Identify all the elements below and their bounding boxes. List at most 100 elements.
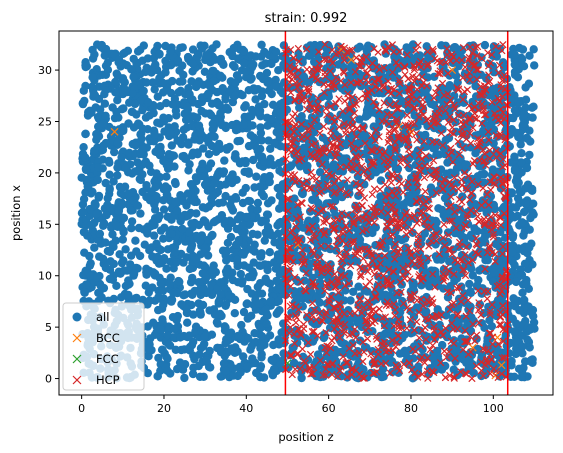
all-point xyxy=(510,213,519,222)
all-point xyxy=(525,325,535,334)
hcp-point xyxy=(344,211,352,219)
hcp-point xyxy=(391,138,399,146)
hcp-point xyxy=(422,152,430,160)
all-point xyxy=(131,141,140,150)
all-point xyxy=(273,307,283,317)
hcp-point xyxy=(417,342,425,350)
hcp-point xyxy=(499,282,508,291)
hcp-point xyxy=(459,95,467,104)
hcp-point xyxy=(342,130,350,138)
hcp-point xyxy=(327,102,335,110)
hcp-point xyxy=(437,129,445,137)
hcp-point xyxy=(340,69,348,77)
all-point xyxy=(239,352,248,361)
hcp-point xyxy=(494,373,502,382)
hcp-point xyxy=(300,260,308,268)
all-point xyxy=(237,227,247,237)
hcp-point xyxy=(357,270,365,279)
all-point xyxy=(508,203,517,212)
hcp-point xyxy=(359,123,367,131)
hcp-point xyxy=(450,101,458,109)
all-point xyxy=(412,303,422,312)
hcp-point xyxy=(290,339,299,348)
hcp-point xyxy=(340,120,348,128)
all-point xyxy=(168,313,178,322)
hcp-point xyxy=(375,85,384,93)
all-point xyxy=(355,115,364,124)
hcp-point xyxy=(482,161,490,169)
all-point xyxy=(153,92,162,101)
hcp-point xyxy=(448,217,456,225)
all-point xyxy=(251,142,260,151)
all-point xyxy=(175,66,184,75)
hcp-point xyxy=(429,341,437,350)
hcp-point xyxy=(464,259,472,267)
hcp-point xyxy=(417,63,425,71)
hcp-point xyxy=(440,220,448,229)
all-point xyxy=(230,309,239,318)
all-point xyxy=(523,335,532,344)
hcp-point xyxy=(429,47,437,55)
all-point xyxy=(102,211,111,220)
all-point xyxy=(239,307,249,317)
all-point xyxy=(166,128,175,138)
all-point xyxy=(400,234,410,243)
all-point xyxy=(235,159,245,168)
hcp-point xyxy=(481,221,489,229)
all-point xyxy=(216,278,225,287)
all-point xyxy=(227,178,237,188)
all-point xyxy=(299,72,309,82)
all-point xyxy=(194,220,204,230)
all-point xyxy=(244,334,253,343)
hcp-point xyxy=(455,195,464,204)
all-point xyxy=(275,284,284,294)
hcp-point xyxy=(391,144,399,152)
hcp-point xyxy=(412,174,420,183)
hcp-point xyxy=(339,67,347,75)
all-point xyxy=(521,184,530,193)
all-point xyxy=(138,105,147,115)
all-point xyxy=(114,206,124,216)
all-point xyxy=(164,150,174,159)
all-point xyxy=(216,290,225,299)
hcp-point xyxy=(298,97,306,105)
hcp-point xyxy=(291,312,300,320)
all-point xyxy=(348,95,358,104)
all-point xyxy=(143,98,153,107)
hcp-point xyxy=(315,48,323,56)
hcp-point xyxy=(475,218,483,226)
hcp-point xyxy=(470,157,479,165)
all-point xyxy=(184,166,193,175)
hcp-point xyxy=(361,94,370,102)
hcp-point xyxy=(356,263,364,271)
all-point xyxy=(118,235,128,244)
all-point xyxy=(131,294,140,303)
hcp-point xyxy=(352,211,361,219)
all-point xyxy=(253,205,262,214)
hcp-point xyxy=(289,139,297,147)
all-point xyxy=(239,58,249,68)
hcp-point xyxy=(449,158,457,166)
hcp-point xyxy=(412,129,420,138)
hcp-point xyxy=(477,201,486,209)
all-point xyxy=(315,168,325,177)
hcp-point xyxy=(383,298,392,306)
all-point xyxy=(81,153,90,162)
hcp-point xyxy=(375,252,383,260)
all-point xyxy=(461,160,471,169)
all-point xyxy=(314,370,323,380)
all-point xyxy=(231,78,240,88)
all-point xyxy=(271,75,280,85)
hcp-point xyxy=(325,342,333,351)
hcp-point xyxy=(298,131,306,139)
hcp-point xyxy=(388,187,396,195)
hcp-point xyxy=(498,273,506,281)
all-point xyxy=(384,324,393,333)
all-point xyxy=(481,128,491,137)
hcp-point xyxy=(374,280,383,289)
all-point xyxy=(385,258,394,267)
all-point xyxy=(292,294,302,304)
all-point xyxy=(232,255,242,264)
hcp-point xyxy=(489,233,498,241)
all-point xyxy=(168,100,177,109)
